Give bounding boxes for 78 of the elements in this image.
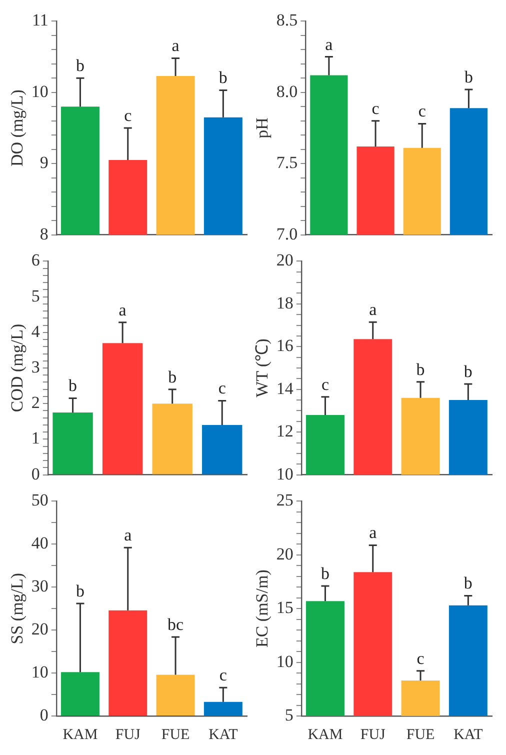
y-tick-label: 5	[31, 286, 40, 306]
x-tick-label: KAT	[208, 726, 238, 743]
y-axis-title: EC (mS/m)	[252, 570, 272, 648]
annotation: b	[320, 564, 330, 584]
y-tick-label: 15	[276, 598, 294, 618]
annotation: a	[369, 523, 378, 542]
x-tick-label: KAT	[454, 726, 483, 743]
y-tick-label: 3	[31, 357, 40, 376]
y-tick-label: 8	[40, 224, 48, 244]
y-axis-title: SS (mg/L)	[8, 572, 27, 644]
annotation: b	[76, 581, 84, 600]
annotation: c	[219, 666, 228, 685]
annotation: a	[118, 300, 127, 320]
y-axis-title: pH	[252, 118, 272, 138]
annotation: a	[172, 36, 180, 56]
bar	[202, 424, 242, 474]
bar	[102, 343, 143, 474]
y-tick-label: 10	[31, 82, 48, 101]
annotation: c	[218, 378, 226, 398]
annotation: b	[168, 367, 177, 386]
x-tick-label: KAM	[62, 726, 98, 743]
annotation: c	[416, 648, 425, 668]
y-tick-label: 10	[31, 662, 48, 682]
y-tick-label: 20	[276, 250, 294, 270]
y-tick-label: 6	[31, 250, 40, 270]
annotation: b	[68, 376, 78, 396]
bar	[108, 610, 148, 716]
bar	[52, 412, 93, 474]
y-tick-label: 5	[284, 705, 294, 724]
annotation: b	[218, 68, 228, 88]
bar	[60, 672, 100, 716]
annotation: bc	[168, 614, 184, 634]
y-tick-label: 40	[31, 534, 48, 553]
y-tick-label: 30	[31, 576, 48, 596]
annotation: c	[321, 374, 330, 394]
y-tick-label: 9	[40, 153, 48, 172]
y-tick-label: 7.5	[276, 153, 298, 172]
bar	[204, 702, 242, 716]
y-tick-label: 1	[31, 428, 40, 448]
y-tick-label: 16	[276, 336, 294, 356]
y-tick-label: 4	[31, 322, 40, 341]
y-tick-label: 18	[276, 293, 294, 312]
annotation: c	[418, 102, 426, 121]
annotation: b	[464, 68, 473, 87]
x-tick-label: FUJ	[115, 726, 141, 743]
x-tick-label: FUE	[161, 726, 190, 743]
y-tick-label: 10	[276, 652, 294, 671]
y-tick-label: 20	[31, 620, 48, 639]
annotation: c	[124, 106, 132, 125]
y-tick-label: 8.5	[276, 10, 298, 30]
y-tick-label: 25	[276, 490, 294, 510]
annotation: b	[416, 360, 425, 379]
y-tick-label: 12	[276, 422, 294, 441]
y-tick-label: 10	[276, 464, 294, 484]
bar	[156, 674, 195, 716]
annotation: a	[124, 526, 132, 545]
y-tick-label: 7.0	[276, 224, 298, 244]
bar	[152, 404, 192, 474]
y-tick-label: 50	[31, 490, 48, 510]
annotation: b	[464, 362, 472, 381]
x-tick-label: FUJ	[360, 726, 386, 743]
annotation: b	[464, 574, 472, 593]
y-tick-label: 0	[40, 705, 48, 724]
y-tick-label: 0	[31, 464, 40, 484]
y-axis-title: DO (mg/L)	[8, 90, 27, 166]
annotation: c	[372, 98, 380, 118]
y-tick-label: 14	[276, 378, 294, 398]
annotation: a	[325, 34, 334, 54]
y-tick-label: 11	[32, 10, 48, 30]
y-tick-label: 2	[31, 393, 40, 412]
y-axis-title: COD (mg/L)	[8, 324, 27, 412]
y-tick-label: 20	[276, 544, 294, 564]
y-tick-label: 8.0	[276, 82, 298, 101]
y-axis-title: WT (℃)	[252, 338, 272, 398]
annotation: b	[76, 56, 84, 76]
x-tick-label: KAM	[308, 726, 343, 743]
x-tick-label: FUE	[406, 726, 435, 743]
annotation: a	[369, 300, 378, 320]
